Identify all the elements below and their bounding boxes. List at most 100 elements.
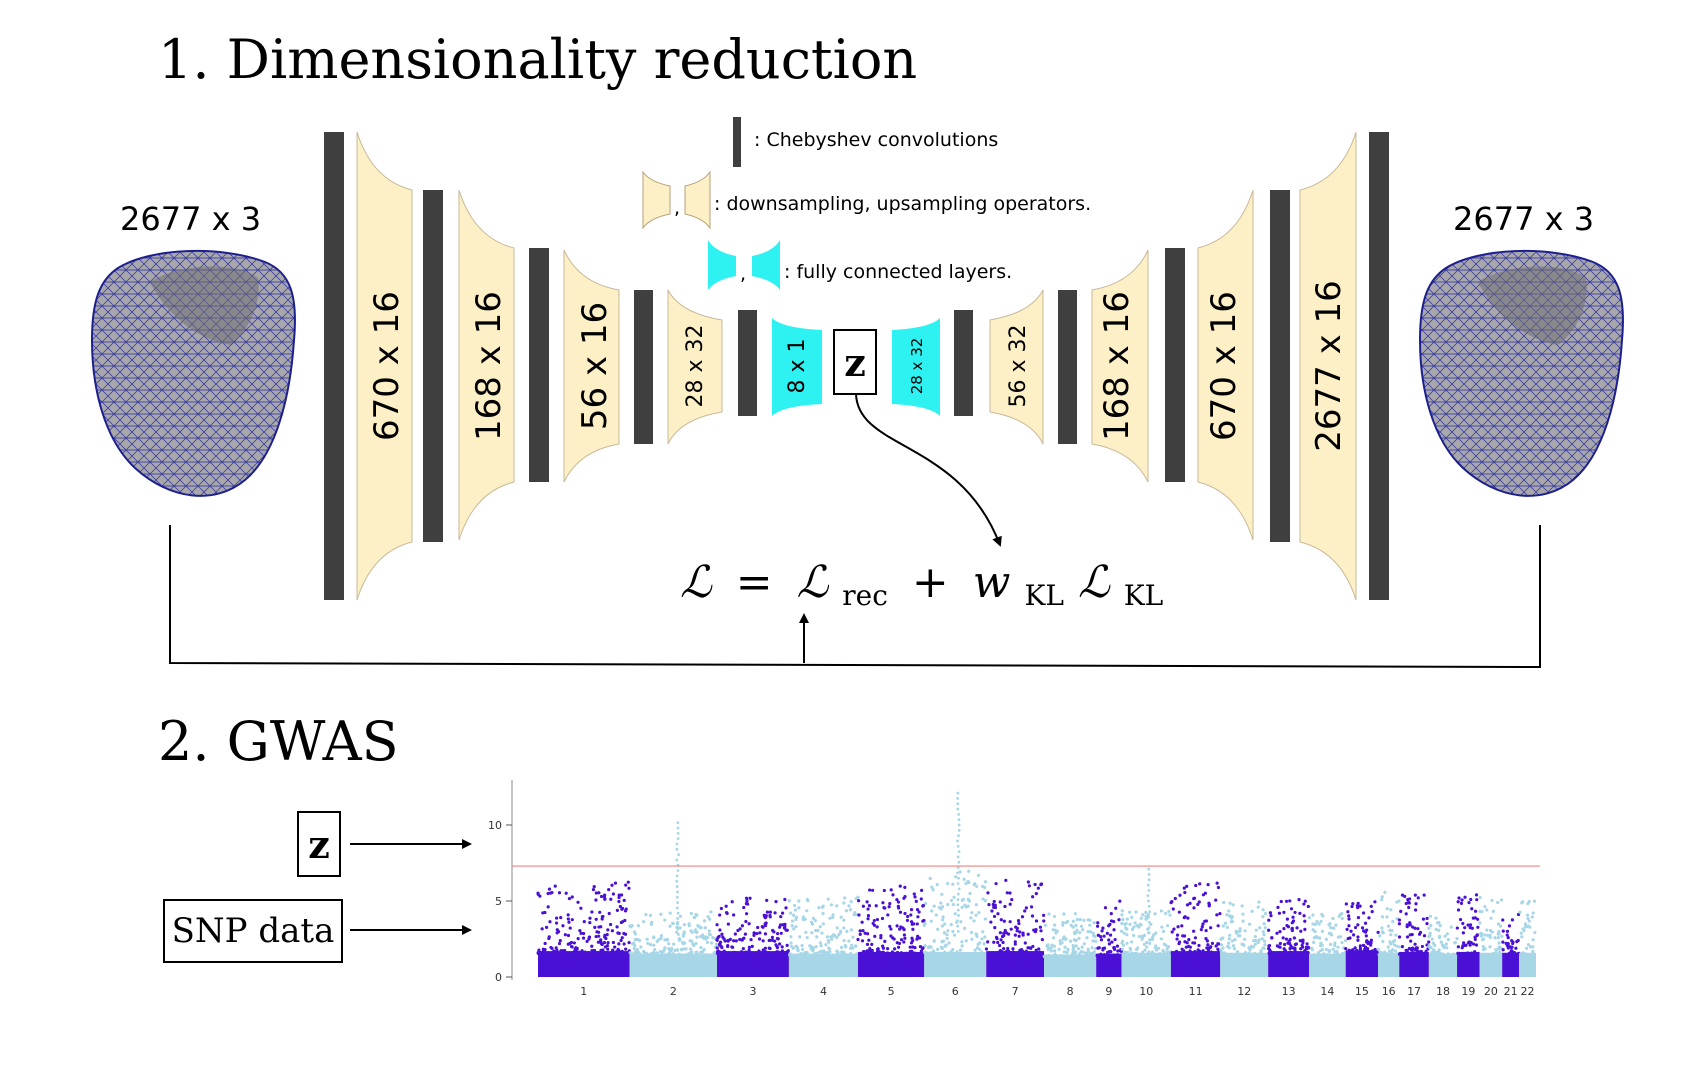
snp-point [974, 932, 978, 936]
snp-peak-point [677, 933, 680, 936]
snp-point [748, 951, 752, 955]
snp-point [959, 920, 963, 924]
snp-point [695, 930, 699, 935]
snp-point [1461, 944, 1465, 948]
snp-point [1463, 926, 1467, 930]
snp-peak-point [675, 906, 679, 910]
snp-point [550, 890, 554, 895]
snp-point [1329, 925, 1333, 930]
snp-point [1120, 913, 1124, 917]
encoder-layer-label-3: 56 x 16 [575, 302, 615, 430]
snp-point [1052, 944, 1056, 948]
snp-point [708, 917, 712, 921]
downsample-block-3 [563, 249, 620, 483]
snp-point [780, 945, 784, 949]
snp-point [1137, 934, 1142, 939]
snp-point [1344, 902, 1348, 906]
snp-point [642, 920, 646, 924]
snp-point [860, 920, 864, 924]
snp-point [1088, 951, 1093, 956]
snp-point [1476, 925, 1480, 929]
snp-point [1425, 921, 1429, 926]
snp-point [606, 947, 610, 951]
snp-point [975, 952, 979, 956]
snp-point [1218, 912, 1222, 916]
snp-point [1141, 913, 1145, 917]
snp-point [1017, 934, 1021, 938]
snp-point [1369, 943, 1373, 947]
snp-point [1506, 936, 1510, 940]
snp-point [600, 915, 604, 919]
snp-point [1331, 947, 1335, 951]
snp-point [1086, 930, 1090, 934]
snp-point [1531, 949, 1535, 954]
snp-point [1193, 951, 1197, 955]
snp-point [820, 950, 824, 954]
snp-point [1225, 913, 1229, 917]
snp-point [590, 910, 594, 914]
snp-point [1053, 949, 1057, 953]
chromosome-13 [1267, 898, 1311, 977]
snp-point [1293, 942, 1298, 947]
snp-point [1257, 952, 1261, 957]
snp-point [793, 908, 798, 912]
snp-point [605, 933, 609, 937]
snp-point [936, 947, 940, 951]
snp-point [1490, 898, 1494, 903]
snp-point [1118, 899, 1122, 903]
snp-point [618, 904, 622, 909]
snp-point [1425, 916, 1429, 921]
snp-point [654, 954, 659, 958]
snp-point [652, 936, 656, 940]
snp-point [995, 937, 999, 941]
snp-point [1187, 938, 1191, 942]
snp-point [685, 953, 689, 958]
snp-point [1440, 943, 1444, 947]
snp-point [606, 941, 610, 945]
snp-point [646, 941, 650, 945]
snp-point [941, 915, 945, 919]
snp-point [1033, 882, 1037, 887]
snp-point [1447, 954, 1452, 958]
snp-point [554, 951, 558, 956]
snp-point [622, 898, 626, 902]
snp-point [745, 899, 749, 903]
snp-point [1345, 927, 1349, 931]
snp-point [1071, 919, 1075, 923]
snp-point [1496, 932, 1500, 936]
snp-point [1261, 930, 1265, 934]
z-to-loss-arrow [855, 393, 1002, 547]
snp-point [1418, 930, 1423, 935]
snp-point [1099, 938, 1104, 942]
snp-point [591, 951, 595, 955]
snp-point [1154, 931, 1158, 935]
snp-point [1525, 953, 1529, 957]
snp-point [858, 952, 862, 956]
snp-block [1220, 952, 1269, 977]
snp-point [1234, 929, 1238, 933]
snp-point [879, 934, 883, 938]
snp-point [849, 900, 853, 904]
snp-point [787, 899, 791, 903]
snp-point [1042, 954, 1046, 959]
snp-point [1407, 946, 1411, 951]
snp-point [594, 898, 598, 902]
snp-peak-point [676, 831, 680, 835]
snp-point [783, 897, 787, 902]
legend-sampling-sep: , [674, 197, 680, 219]
snp-point [1532, 899, 1537, 903]
snp-point [1157, 946, 1161, 950]
snp-point [1102, 934, 1106, 938]
encoder-conv-blocks [324, 132, 757, 600]
snp-point [952, 933, 957, 937]
snp-point [1059, 954, 1063, 958]
snp-point [1091, 931, 1095, 935]
snp-point [858, 929, 862, 933]
snp-point [801, 917, 805, 922]
snp-point [949, 923, 953, 927]
snp-point [1416, 927, 1420, 931]
snp-point [729, 951, 734, 956]
snp-point [764, 921, 768, 925]
snp-point [1489, 916, 1493, 920]
snp-peak-point [957, 818, 961, 822]
